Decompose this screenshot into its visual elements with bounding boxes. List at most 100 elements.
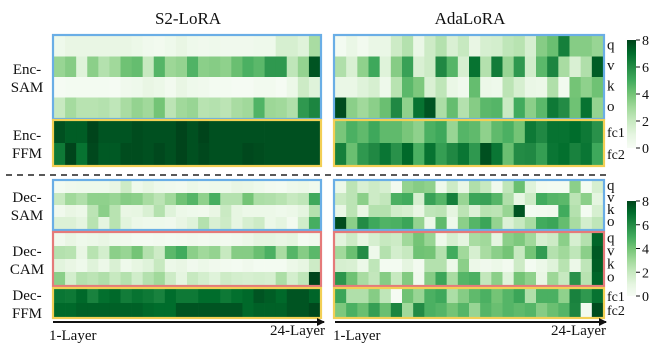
heatmap-cell	[480, 97, 492, 119]
heatmap-cell	[220, 303, 232, 318]
heatmap-cell	[413, 289, 425, 304]
panel-frame	[332, 118, 606, 168]
heatmap-cell	[253, 303, 265, 318]
heatmap-cell	[346, 143, 358, 166]
heatmap-cell	[175, 205, 188, 218]
heatmap-cell	[109, 259, 121, 273]
heatmap-cell	[187, 303, 199, 318]
heatmap-cell	[76, 36, 88, 57]
heatmap-cell	[457, 181, 470, 194]
row-label: v	[607, 190, 615, 206]
heatmap-cell	[435, 259, 448, 273]
heatmap-cell	[153, 77, 166, 98]
heatmap-cell	[357, 259, 369, 273]
heatmap-cell	[308, 193, 321, 206]
heatmap-cell	[198, 272, 210, 286]
heatmap-cell	[187, 233, 199, 247]
heatmap-cell	[87, 246, 99, 260]
heatmap-cell	[379, 217, 392, 230]
heatmap-cell	[457, 121, 470, 144]
heatmap-cell	[98, 246, 110, 260]
heatmap-cell	[469, 193, 481, 206]
heatmap-cell	[491, 303, 503, 318]
heatmap-cell	[231, 36, 243, 57]
heatmap-cell	[87, 205, 99, 218]
heatmap-cell	[368, 233, 381, 247]
heatmap-cell	[198, 77, 210, 98]
heatmap-cell	[524, 233, 537, 247]
heatmap-adalora-panel-3	[332, 178, 606, 232]
heatmap-cell	[253, 246, 265, 260]
heatmap-cell	[558, 77, 570, 98]
heatmap-cell	[209, 121, 221, 144]
heatmap-cell	[175, 56, 188, 78]
heatmap-cell	[142, 205, 155, 218]
heatmap-cell	[87, 193, 99, 206]
heatmap-cell	[446, 193, 459, 206]
heatmap-cell	[390, 77, 403, 98]
heatmap-cell	[153, 97, 166, 119]
x-end-label-left: 24-Layer	[270, 323, 325, 339]
heatmap-cell	[175, 289, 188, 304]
heatmap-cell	[424, 181, 436, 194]
heatmap-cell	[390, 205, 403, 218]
heatmap-cell	[469, 181, 481, 194]
heatmap-cell	[275, 205, 288, 218]
heatmap-cell	[187, 272, 199, 286]
heatmap-cell	[457, 205, 470, 218]
heatmap-cell	[297, 303, 310, 318]
heatmap-cell	[231, 233, 243, 247]
heatmap-cell	[379, 56, 392, 78]
heatmap-cell	[65, 181, 77, 194]
heatmap-cell	[491, 193, 503, 206]
heatmap-cell	[513, 233, 526, 247]
heatmap-cell	[480, 121, 492, 144]
heatmap-cell	[357, 205, 369, 218]
heatmap-cell	[142, 233, 155, 247]
heatmap-cell	[264, 259, 277, 273]
panel-labels: Enc- SAM Enc- FFM Dec- SAM Dec- CAM Dec- FFM	[10, 62, 44, 322]
heatmap-cell	[253, 193, 265, 206]
heatmap-cell	[175, 77, 188, 98]
heatmap-cell	[491, 77, 503, 98]
heatmap-cell	[424, 97, 436, 119]
panel-label: Enc-	[13, 62, 41, 78]
heatmap-cell	[558, 121, 570, 144]
heatmap-cell	[153, 272, 166, 286]
heatmap-cell	[491, 259, 503, 273]
heatmap-cell	[524, 259, 537, 273]
heatmap-cell	[153, 56, 166, 78]
heatmap-cell	[469, 97, 481, 119]
heatmap-adalora-panel-2	[332, 118, 606, 168]
heatmap-cell	[469, 143, 481, 166]
heatmap-cell	[580, 77, 593, 98]
heatmap-cell	[98, 303, 110, 318]
heatmap-cell	[120, 289, 132, 304]
heatmap-cell	[131, 217, 144, 230]
heatmap-cell	[413, 181, 425, 194]
panel-label: CAM	[10, 262, 44, 278]
heatmap-cell	[502, 246, 515, 260]
heatmap-cell	[368, 77, 381, 98]
heatmap-cell	[164, 56, 177, 78]
heatmap-cell	[335, 246, 347, 260]
heatmap-cell	[120, 246, 132, 260]
heatmap-cell	[424, 259, 436, 273]
heatmap-cell	[264, 121, 277, 144]
heatmap-cell	[536, 272, 548, 286]
heatmap-cell	[65, 56, 77, 78]
heatmap-cell	[220, 272, 232, 286]
heatmap-cell	[502, 56, 515, 78]
heatmap-cell	[264, 246, 277, 260]
heatmap-cell	[424, 56, 436, 78]
heatmap-cell	[569, 289, 582, 304]
heatmap-cell	[580, 36, 593, 57]
heatmap-cell	[109, 205, 121, 218]
heatmap-cell	[164, 246, 177, 260]
heatmap-cell	[591, 97, 604, 119]
heatmap-cell	[435, 233, 448, 247]
heatmap-cell	[379, 259, 392, 273]
heatmap-cell	[198, 233, 210, 247]
heatmap-cell	[402, 217, 414, 230]
heatmap-cell	[558, 56, 570, 78]
